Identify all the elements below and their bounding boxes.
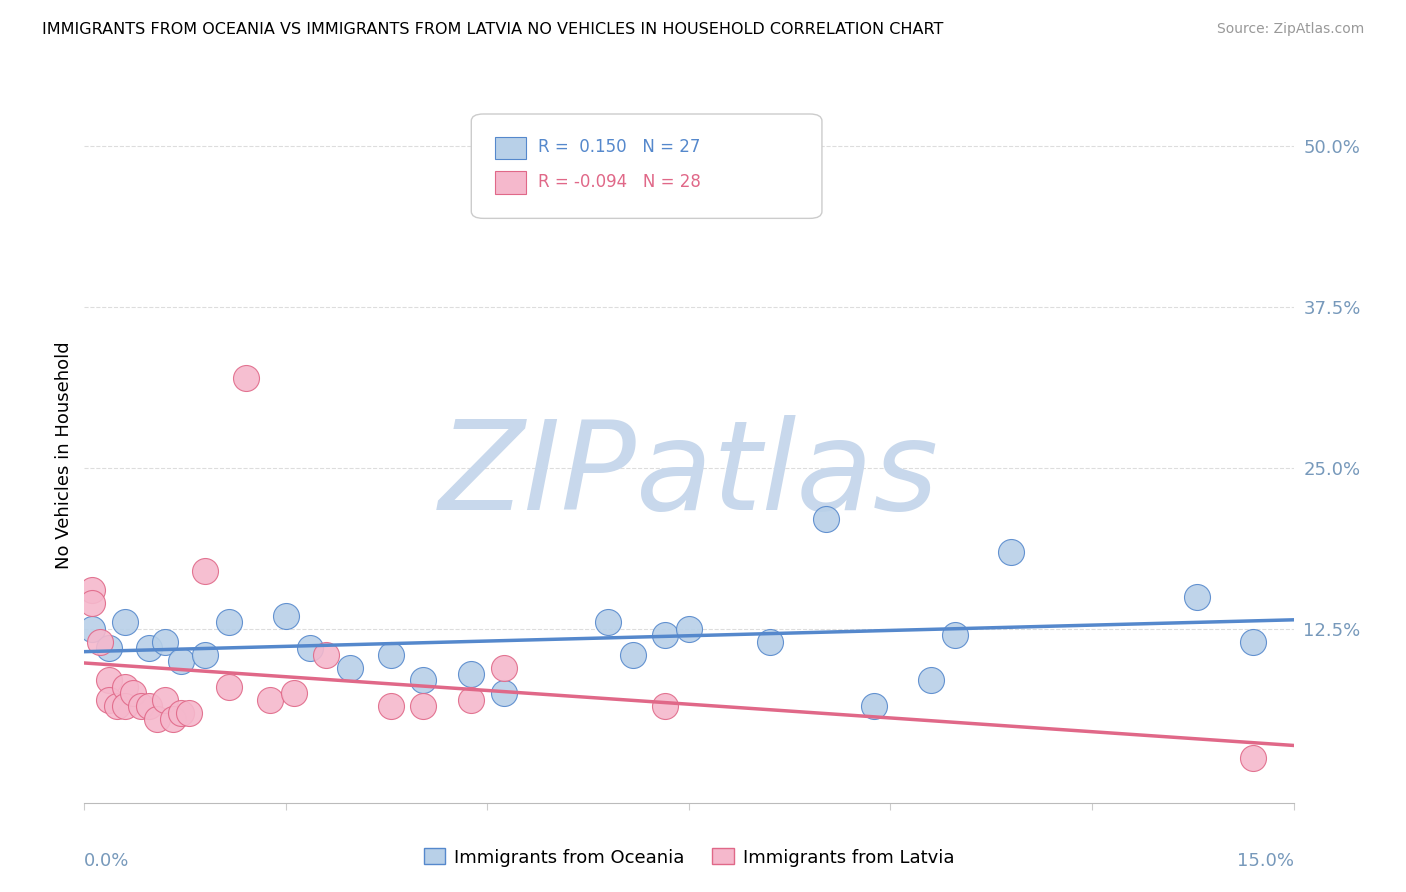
Point — [153, 634, 176, 648]
Text: R =  0.150   N = 27: R = 0.150 N = 27 — [538, 138, 700, 156]
Y-axis label: No Vehicles in Household: No Vehicles in Household — [55, 341, 73, 569]
Point — [380, 648, 402, 662]
Point — [218, 615, 240, 630]
Point — [97, 641, 120, 656]
Point — [153, 692, 176, 706]
Text: 15.0%: 15.0% — [1236, 852, 1294, 870]
Point — [758, 634, 780, 648]
Point — [339, 660, 361, 674]
Point — [460, 667, 482, 681]
Point — [1000, 544, 1022, 558]
Point — [492, 660, 515, 674]
Point — [814, 512, 837, 526]
Point — [114, 699, 136, 714]
Point — [97, 673, 120, 688]
Text: Source: ZipAtlas.com: Source: ZipAtlas.com — [1216, 22, 1364, 37]
Point — [1185, 590, 1208, 604]
Point — [97, 692, 120, 706]
Point — [621, 648, 644, 662]
Point — [1241, 634, 1264, 648]
Point — [235, 370, 257, 384]
Point — [170, 654, 193, 668]
Point — [114, 615, 136, 630]
Point — [138, 699, 160, 714]
Point — [412, 673, 434, 688]
Point — [82, 622, 104, 636]
Point — [380, 699, 402, 714]
Point — [492, 686, 515, 700]
Point — [598, 615, 620, 630]
Point — [943, 628, 966, 642]
Point — [138, 641, 160, 656]
Text: IMMIGRANTS FROM OCEANIA VS IMMIGRANTS FROM LATVIA NO VEHICLES IN HOUSEHOLD CORRE: IMMIGRANTS FROM OCEANIA VS IMMIGRANTS FR… — [42, 22, 943, 37]
Point — [412, 699, 434, 714]
Bar — [495, 171, 526, 194]
Point — [114, 680, 136, 694]
Point — [678, 622, 700, 636]
Point — [259, 692, 281, 706]
Point — [654, 628, 676, 642]
Point — [460, 692, 482, 706]
FancyBboxPatch shape — [471, 114, 823, 219]
Point — [129, 699, 152, 714]
Point — [170, 706, 193, 720]
Point — [654, 699, 676, 714]
Point — [162, 712, 184, 726]
Point — [920, 673, 942, 688]
Point — [863, 699, 886, 714]
Point — [1241, 750, 1264, 764]
Point — [194, 648, 217, 662]
Point — [315, 648, 337, 662]
Point — [179, 706, 201, 720]
Point — [274, 609, 297, 624]
Point — [194, 564, 217, 578]
Point — [82, 583, 104, 598]
Point — [299, 641, 322, 656]
Text: ZIPatlas: ZIPatlas — [439, 416, 939, 536]
Legend: Immigrants from Oceania, Immigrants from Latvia: Immigrants from Oceania, Immigrants from… — [416, 841, 962, 874]
Point — [121, 686, 143, 700]
Point — [105, 699, 128, 714]
Point — [82, 596, 104, 610]
Point — [283, 686, 305, 700]
Bar — [495, 136, 526, 159]
Text: 0.0%: 0.0% — [84, 852, 129, 870]
Point — [89, 634, 111, 648]
Point — [146, 712, 169, 726]
Text: R = -0.094   N = 28: R = -0.094 N = 28 — [538, 173, 700, 191]
Point — [218, 680, 240, 694]
